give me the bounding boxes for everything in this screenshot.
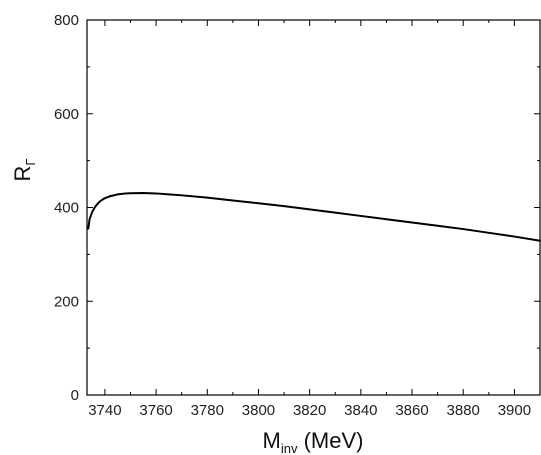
x-tick-label: 3760 xyxy=(139,402,172,419)
y-tick-label: 400 xyxy=(54,200,79,217)
y-tick-label: 800 xyxy=(54,12,79,29)
x-tick-label: 3880 xyxy=(447,402,480,419)
x-axis-title: Minv (MeV) xyxy=(263,428,364,455)
plot-frame xyxy=(86,19,541,396)
y-axis-title: RΓ xyxy=(10,158,38,181)
x-tick-label: 3800 xyxy=(242,402,275,419)
x-tick-label: 3780 xyxy=(191,402,224,419)
x-tick-label: 3900 xyxy=(498,402,531,419)
x-tick-label: 3860 xyxy=(395,402,428,419)
y-axis-title-sub: Γ xyxy=(23,158,38,165)
y-tick-label: 0 xyxy=(71,387,79,404)
x-tick-label: 3820 xyxy=(293,402,326,419)
y-axis-title-main: R xyxy=(10,166,35,182)
series-line xyxy=(87,191,541,242)
y-tick-label: 200 xyxy=(54,293,79,310)
y-tick-label: 600 xyxy=(54,106,79,123)
x-tick-label: 3740 xyxy=(88,402,121,419)
x-axis-title-sub: inv xyxy=(281,441,298,455)
series-layer xyxy=(87,191,541,242)
x-axis-title-unit: (MeV) xyxy=(297,428,363,453)
y-axis: 0 200 400 600 800 xyxy=(54,12,540,404)
x-axis-title-main: M xyxy=(263,428,281,453)
x-axis: 3740 3760 3780 3800 3820 3840 3860 3880 3900 xyxy=(88,20,531,419)
x-tick-label: 3840 xyxy=(344,402,377,419)
